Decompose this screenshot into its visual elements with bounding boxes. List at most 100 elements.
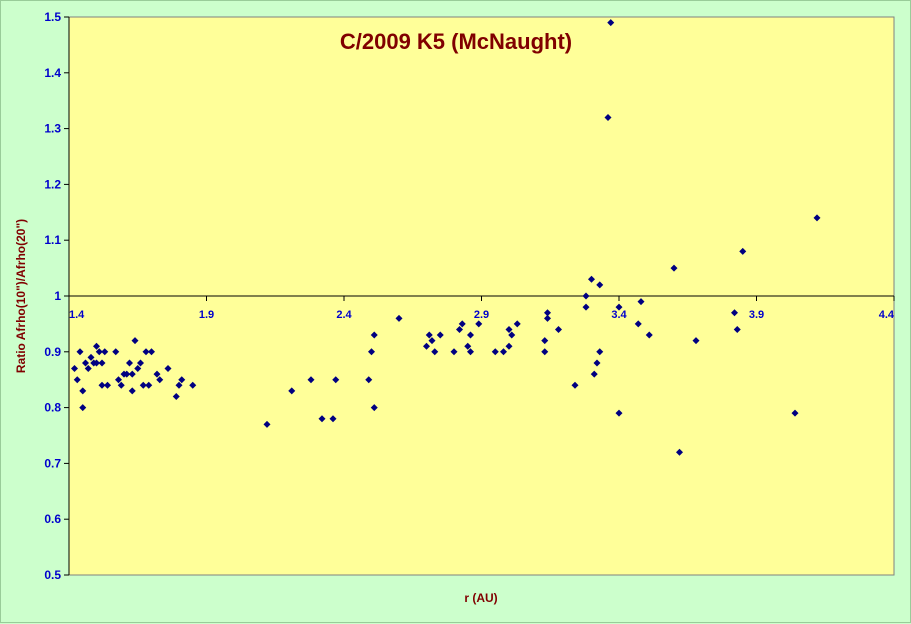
data-point: [615, 409, 623, 417]
data-point: [428, 337, 436, 345]
data-point: [423, 342, 430, 350]
data-point: [156, 376, 164, 384]
data-point: [307, 376, 315, 384]
data-point: [82, 359, 89, 367]
data-point: [128, 387, 136, 395]
data-point: [450, 348, 458, 356]
data-point: [590, 370, 598, 378]
data-point: [425, 331, 433, 339]
data-point: [544, 314, 551, 322]
data-point: [98, 381, 106, 389]
data-point: [500, 348, 507, 356]
data-points: [71, 19, 821, 456]
data-point: [112, 348, 120, 356]
y-tick-label: 1: [54, 289, 61, 303]
data-point: [104, 381, 111, 389]
x-tick-label: 1.9: [199, 309, 214, 321]
x-axis-label: r (AU): [464, 591, 497, 605]
data-point: [370, 331, 378, 339]
data-point: [288, 387, 296, 395]
data-point: [588, 275, 595, 283]
data-point: [582, 292, 590, 300]
data-point: [645, 331, 653, 339]
x-axis-ticks: 1.4 1.9 2.4 2.9 3.4 3.9 4.4: [68, 296, 895, 321]
data-point: [513, 320, 521, 328]
data-point: [71, 365, 78, 373]
data-point: [676, 448, 683, 456]
data-point: [670, 264, 678, 272]
data-point: [332, 376, 340, 384]
y-tick-label: 0.7: [44, 456, 61, 470]
data-point: [555, 325, 562, 333]
data-point: [582, 303, 590, 311]
data-point: [607, 19, 615, 27]
data-point: [637, 298, 645, 306]
x-tick-label: 3.9: [749, 309, 764, 321]
y-tick-label: 1.3: [44, 122, 61, 136]
data-point: [739, 247, 747, 255]
y-tick-label: 0.5: [44, 568, 61, 582]
chart-title: C/2009 K5 (McNaught): [340, 29, 572, 54]
data-point: [596, 281, 604, 289]
data-point: [164, 365, 172, 373]
data-point: [467, 331, 474, 339]
x-tick-label: 4.4: [879, 309, 895, 321]
y-tick-label: 1.4: [44, 66, 61, 80]
data-point: [475, 320, 483, 328]
data-point: [813, 214, 821, 222]
data-point: [505, 342, 513, 350]
data-point: [365, 376, 373, 384]
data-point: [464, 342, 472, 350]
y-tick-label: 0.9: [44, 345, 61, 359]
y-tick-label: 1.1: [44, 233, 61, 247]
data-point: [87, 353, 95, 361]
data-point: [329, 415, 337, 423]
data-point: [544, 309, 551, 317]
data-point: [84, 365, 92, 373]
data-point: [76, 348, 84, 356]
data-point: [508, 331, 516, 339]
y-tick-label: 1.5: [44, 10, 61, 24]
data-point: [615, 303, 623, 311]
y-axis-ticks: 0.5 0.6 0.7 0.8 0.9 1 1.1 1.2 1.3 1.4 1.5: [44, 10, 69, 582]
data-point: [368, 348, 375, 356]
data-point: [175, 381, 183, 389]
data-point: [571, 381, 579, 389]
data-point: [604, 113, 612, 121]
x-tick-label: 2.9: [474, 309, 489, 321]
y-axis-label: Ratio Afrho(10")/Afrho(20"): [14, 219, 28, 373]
data-point: [95, 348, 103, 356]
data-point: [93, 342, 100, 350]
x-tick-label: 1.4: [69, 309, 85, 321]
data-point: [263, 420, 271, 428]
data-point: [541, 337, 549, 345]
data-point: [692, 337, 700, 345]
data-point: [431, 348, 439, 356]
data-point: [189, 381, 197, 389]
y-tick-label: 1.2: [44, 177, 61, 191]
data-point: [134, 365, 142, 373]
data-point: [128, 370, 136, 378]
data-point: [467, 348, 474, 356]
data-point: [101, 348, 109, 356]
data-point: [73, 376, 81, 384]
data-point: [318, 415, 326, 423]
data-point: [142, 348, 150, 356]
data-point: [505, 325, 513, 333]
data-point: [145, 381, 153, 389]
data-point: [491, 348, 499, 356]
data-point: [596, 348, 604, 356]
data-point: [733, 325, 741, 333]
data-point: [98, 359, 106, 367]
data-point: [593, 359, 601, 367]
data-point: [126, 359, 133, 367]
data-point: [79, 387, 87, 395]
data-point: [79, 404, 87, 412]
y-tick-label: 0.6: [44, 512, 61, 526]
data-point: [178, 376, 186, 384]
data-point: [172, 392, 180, 400]
data-point: [436, 331, 444, 339]
data-point: [93, 359, 100, 367]
